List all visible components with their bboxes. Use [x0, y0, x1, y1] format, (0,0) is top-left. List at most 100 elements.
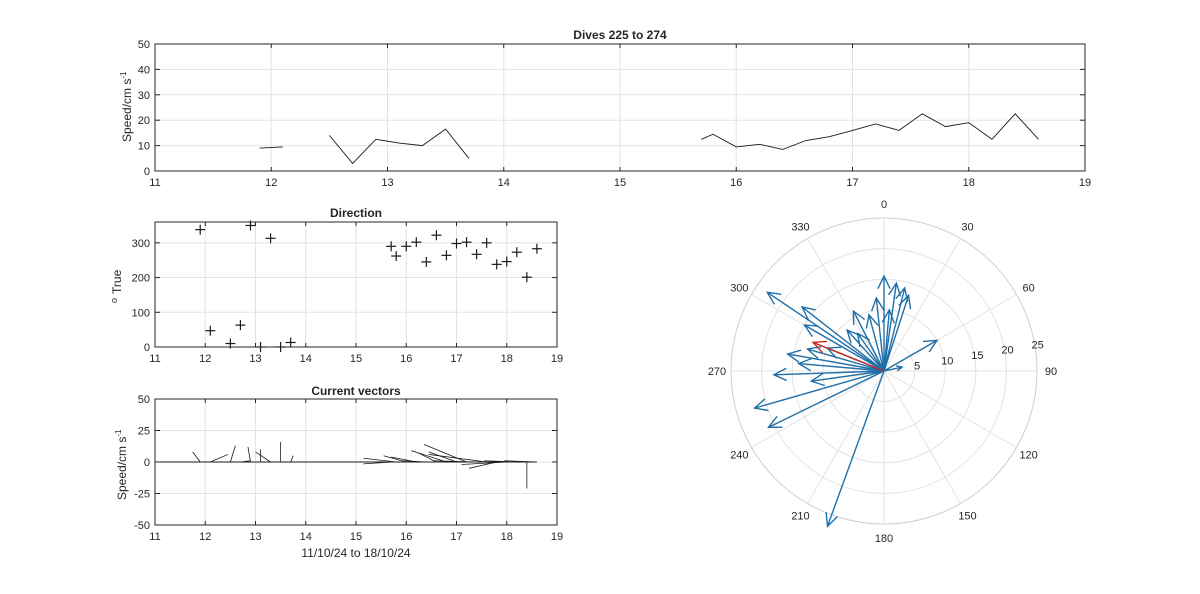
vectors-feather — [484, 460, 517, 463]
vectors-xlabel: 11/10/24 to 18/10/24 — [301, 546, 411, 560]
polar-arrow-head — [753, 398, 769, 412]
polar-spoke — [883, 370, 961, 504]
polar-arrow — [881, 308, 895, 372]
polar-arrow-head — [800, 305, 816, 320]
direction-point — [461, 237, 472, 248]
polar-arrow-shaft — [868, 314, 885, 372]
vectors-feather — [383, 455, 407, 463]
polar-arrow — [765, 291, 885, 372]
speed-xtick-label: 14 — [498, 177, 510, 189]
direction-ylabel: o True — [109, 269, 124, 303]
speed-xtick-label: 13 — [381, 177, 393, 189]
polar-arrow — [883, 339, 939, 372]
polar-arrow — [846, 328, 885, 372]
polar-arrow-head — [870, 296, 885, 312]
polar-arrow-shaft — [875, 297, 885, 372]
vectors-ylabel-sup: -1 — [114, 429, 123, 437]
speed-ytick-label: 10 — [138, 141, 150, 153]
speed-xtick-label: 12 — [265, 177, 277, 189]
polar-spoke — [751, 370, 885, 448]
speed-xtick-label: 18 — [963, 177, 975, 189]
direction-ticks: 11 12 13 14 15 16 17 18 19 0 100 200 300 — [132, 222, 563, 365]
direction-ytick-label: 100 — [132, 307, 150, 319]
vectors-feather — [363, 457, 397, 463]
speed-line-segment — [329, 128, 470, 165]
polar-arrow-shaft — [787, 353, 885, 372]
polar-arrow-head — [767, 415, 783, 428]
polar-arrow-shaft — [883, 366, 903, 372]
polar-r-label: 10 — [941, 355, 953, 367]
direction-xtick-label: 15 — [350, 353, 362, 365]
speed-xtick-label: 15 — [614, 177, 626, 189]
polar-arrow — [803, 324, 885, 372]
polar-arrow-shaft — [883, 295, 910, 372]
polar-labels: 0 30 60 90 120 150 180 210 240 270 300 330 5 10 15 20 25 — [708, 199, 1057, 545]
vectors-xtick-label: 18 — [501, 531, 513, 543]
polar-arrow-head — [881, 308, 895, 324]
polar-theta-label: 30 — [961, 221, 973, 233]
speed-ylabel: Speed/cm s-1 — [119, 71, 134, 142]
polar-arrow-shaft — [798, 362, 885, 372]
direction-point — [471, 249, 482, 260]
speed-line-segment — [259, 146, 283, 149]
vectors-feather — [428, 451, 457, 463]
polar-arrow-head — [809, 372, 825, 387]
direction-point — [386, 241, 397, 252]
polar-theta-label: 300 — [730, 283, 748, 295]
vectors-ylabel-text: Speed/cm s — [115, 437, 129, 500]
polar-theta-label: 210 — [791, 511, 809, 523]
direction-point — [491, 259, 502, 270]
speed-ylabel-sup: -1 — [119, 71, 128, 79]
vectors-feather — [433, 460, 477, 463]
vectors-ytick-label: 25 — [138, 426, 150, 438]
speed-ytick-label: 30 — [138, 90, 150, 102]
direction-grid — [154, 222, 558, 348]
polar-arrow-shaft — [857, 332, 885, 372]
polar-arrow — [883, 365, 904, 372]
polar-arrow-shaft — [883, 283, 898, 372]
polar-arrow-head — [922, 339, 939, 353]
speed-ytick-label: 50 — [138, 39, 150, 51]
polar-r-label: 25 — [1032, 339, 1044, 351]
vectors-feather — [247, 446, 251, 463]
polar-arrow-shaft — [846, 329, 885, 372]
polar-theta-label: 240 — [730, 450, 748, 462]
polar-arrow — [809, 370, 885, 387]
polar-panel: 0 30 60 90 120 150 180 210 240 270 300 330 5 10 15 20 25 — [708, 199, 1057, 545]
polar-arrow-shaft — [754, 370, 885, 409]
polar-arrow — [767, 370, 885, 428]
direction-xtick-label: 17 — [450, 353, 462, 365]
polar-arrow-shaft — [883, 309, 891, 372]
polar-arrow — [800, 305, 885, 372]
vectors-ytick-label: -50 — [134, 520, 150, 532]
vectors-xtick-label: 12 — [199, 531, 211, 543]
polar-arrow-head — [877, 274, 891, 290]
polar-r-label: 5 — [914, 361, 920, 373]
polar-arrow — [877, 274, 891, 371]
polar-arrow-head — [796, 357, 812, 372]
polar-arrow-head — [772, 367, 787, 382]
polar-arrow-head — [765, 291, 782, 305]
polar-arrow-shaft — [804, 324, 885, 372]
polar-mean-arrow — [811, 340, 885, 372]
speed-ylabel-text: Speed/cm s — [120, 79, 134, 142]
vectors-xtick-label: 11 — [149, 531, 160, 543]
polar-arrow-head — [846, 328, 861, 344]
polar-arrow-shaft — [852, 310, 885, 372]
direction-xtick-label: 19 — [551, 353, 563, 365]
polar-arrow — [883, 293, 912, 372]
polar-theta-label: 150 — [958, 511, 976, 523]
vectors-xtick-label: 16 — [400, 531, 412, 543]
polar-spoke — [807, 238, 885, 372]
direction-point — [391, 251, 402, 262]
speed-xtick-label: 19 — [1079, 177, 1091, 189]
direction-xtick-label: 12 — [199, 353, 211, 365]
vectors-ytick-label: 50 — [138, 394, 150, 406]
polar-arrow — [865, 313, 885, 372]
direction-ytick-label: 0 — [144, 342, 150, 354]
polar-arrow — [825, 370, 885, 528]
vectors-feather — [210, 454, 229, 463]
polar-arrow-shaft — [826, 370, 885, 527]
speed-panel: Dives 225 to 274 11 12 13 14 15 16 17 18 19 0 10 20… — [119, 28, 1091, 189]
direction-ylabel-deg: o — [109, 298, 119, 303]
